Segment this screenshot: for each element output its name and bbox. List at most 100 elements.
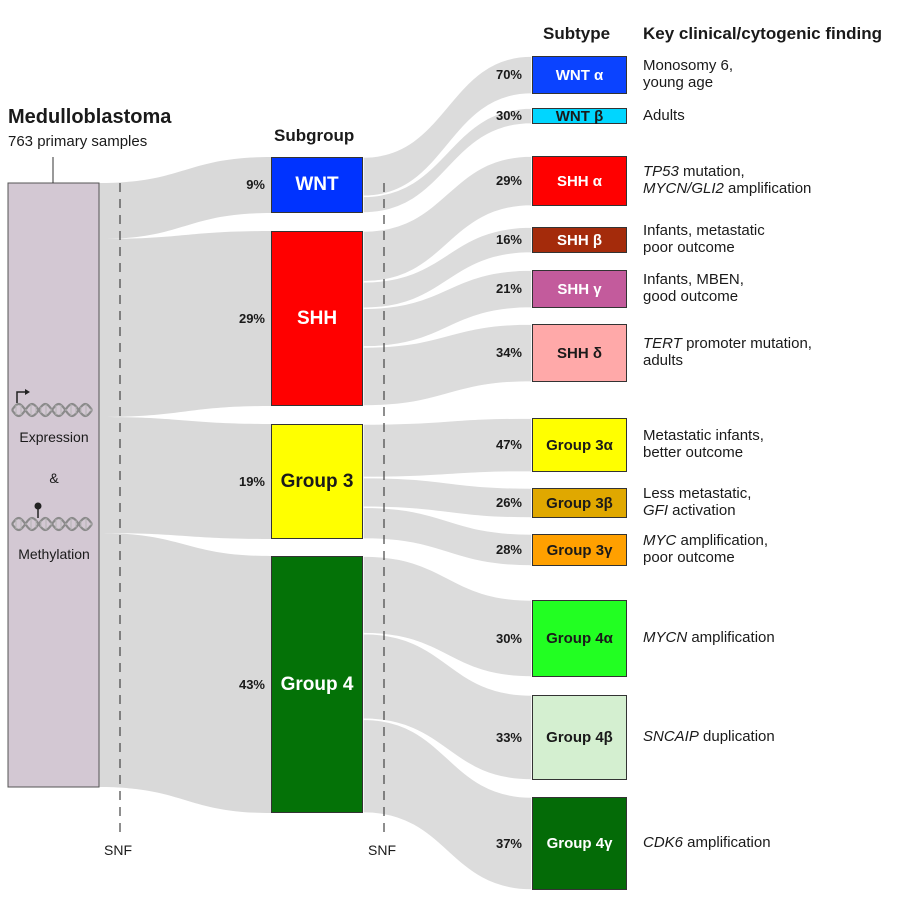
subgroup-percent: 19% <box>238 473 265 489</box>
subtype-finding: Infants, metastatic poor outcome <box>643 222 765 256</box>
finding-text: amplification <box>723 180 812 197</box>
snf-label-right: SNF <box>368 842 396 858</box>
finding-line: MYC amplification, <box>643 532 768 549</box>
subgroup-box: Group 4 <box>271 556 363 813</box>
finding-line: Monosomy 6, <box>643 57 733 74</box>
subgroup-label: Group 4 <box>280 673 354 695</box>
finding-line: better outcome <box>643 444 764 461</box>
subtype-label: Group 4γ <box>546 835 613 852</box>
finding-gene: MYCN <box>643 629 688 646</box>
subtype-percent: 28% <box>495 542 522 557</box>
subtype-label: SHH δ <box>557 344 602 362</box>
finding-text: Adults <box>643 106 685 124</box>
snf-label-left: SNF <box>104 842 132 858</box>
subtype-percent: 37% <box>495 835 522 851</box>
flow-subgroup-to-subtype <box>362 718 533 891</box>
subtype-finding: TP53 mutation, MYCN/GLI2 amplification <box>643 163 811 197</box>
finding-text: Monosomy 6, <box>643 57 734 74</box>
methylation-label: Methylation <box>18 546 90 562</box>
finding-line: TERT promoter mutation, <box>643 335 812 352</box>
subtype-label: WNT α <box>555 66 604 84</box>
subtype-percent: 30% <box>495 630 522 646</box>
subtype-label: Group 4β <box>546 729 613 746</box>
finding-text: Metastatic infants, <box>643 427 764 444</box>
transcription-arrow-icon <box>16 391 27 403</box>
flow-subgroup-to-subtype <box>362 476 533 519</box>
subtype-percent: 47% <box>495 437 522 452</box>
finding-text: good outcome <box>643 288 739 305</box>
flow-subgroup-to-subtype <box>362 417 533 479</box>
subgroup-box: Group 3 <box>271 424 363 539</box>
finding-text: activation <box>668 502 736 519</box>
flow-subgroup-to-subtype <box>362 155 533 283</box>
subtype-finding: TERT promoter mutation, adults <box>643 335 812 369</box>
subtype-label: Group 3β <box>546 494 613 512</box>
finding-line: Metastatic infants, <box>643 427 764 444</box>
flow-subgroup-to-subtype <box>362 269 533 348</box>
finding-line: adults <box>643 352 812 369</box>
finding-text: adults <box>643 352 684 369</box>
subtype-percent: 16% <box>495 232 522 247</box>
ampersand-label: & <box>49 470 59 486</box>
finding-line: Less metastatic, <box>643 485 751 502</box>
subtype-percent: 26% <box>495 495 522 510</box>
finding-line: GFI activation <box>643 502 751 519</box>
finding-header: Key clinical/cytogenic finding <box>643 24 882 43</box>
subgroup-header: Subgroup <box>274 126 355 145</box>
finding-line: Adults <box>643 107 685 124</box>
subtype-box: Group 3α <box>532 418 627 472</box>
flow-source-to-subgroup <box>99 533 271 813</box>
subgroup-label: Group 3 <box>280 470 354 492</box>
subtype-finding: Less metastatic, GFI activation <box>643 485 751 519</box>
finding-line: MYCN/GLI2 amplification <box>643 180 811 197</box>
finding-text: amplification, <box>676 532 769 549</box>
dna-methylation-icon <box>11 516 93 532</box>
subtype-box: Group 4γ <box>532 797 627 890</box>
finding-text: Less metastatic, <box>643 485 752 502</box>
flow-source-to-subgroup <box>99 157 271 239</box>
subtype-finding: MYC amplification, poor outcome <box>643 532 768 566</box>
subtype-box: Group 4β <box>532 695 627 780</box>
subtype-box: WNT α <box>532 56 627 94</box>
flow-subgroup-to-subtype <box>362 107 533 214</box>
flow-subgroup-to-subtype <box>362 55 533 198</box>
subtype-label: WNT β <box>555 107 604 125</box>
subgroup-box: SHH <box>271 231 363 406</box>
finding-gene: TP53 <box>643 163 679 180</box>
flow-subgroup-to-subtype <box>362 506 533 567</box>
transcription-arrowhead-icon <box>25 389 30 395</box>
subtype-box: Group 3γ <box>532 534 627 566</box>
subtype-box: SHH γ <box>532 270 627 308</box>
subgroup-percent: 9% <box>246 177 265 192</box>
dna-expression-icon <box>11 402 93 418</box>
finding-text: amplification <box>683 834 771 851</box>
finding-text: poor outcome <box>643 239 735 256</box>
finding-line: young age <box>643 74 733 91</box>
finding-text: better outcome <box>643 444 744 461</box>
subtype-finding: Metastatic infants, better outcome <box>643 427 764 461</box>
subgroup-label: SHH <box>296 307 338 329</box>
subgroup-box: WNT <box>271 157 363 213</box>
flow-subgroup-to-subtype <box>362 323 533 407</box>
finding-line: Infants, MBEN, <box>643 271 744 288</box>
finding-text: mutation, <box>678 163 745 180</box>
finding-line: SNCAIP duplication <box>643 728 775 745</box>
finding-gene: MYCN/GLI2 <box>643 180 724 197</box>
subtype-label: Group 3α <box>546 436 613 454</box>
finding-gene: TERT <box>643 335 682 352</box>
subtype-label: SHH β <box>557 231 602 249</box>
subtype-percent: 33% <box>495 729 522 745</box>
flow-source-to-subgroup <box>99 231 271 417</box>
finding-text: Infants, MBEN, <box>643 271 744 288</box>
subtype-box: SHH β <box>532 227 627 253</box>
subtype-finding: MYCN amplification <box>643 629 775 646</box>
finding-text: amplification <box>687 629 775 646</box>
subgroup-label: WNT <box>295 174 339 195</box>
finding-line: Infants, metastatic <box>643 222 765 239</box>
finding-line: CDK6 amplification <box>643 834 771 851</box>
subtype-box: SHH δ <box>532 324 627 382</box>
subgroup-percent: 43% <box>238 676 265 692</box>
subtype-label: Group 4α <box>546 630 613 647</box>
subtype-label: SHH γ <box>557 280 602 298</box>
